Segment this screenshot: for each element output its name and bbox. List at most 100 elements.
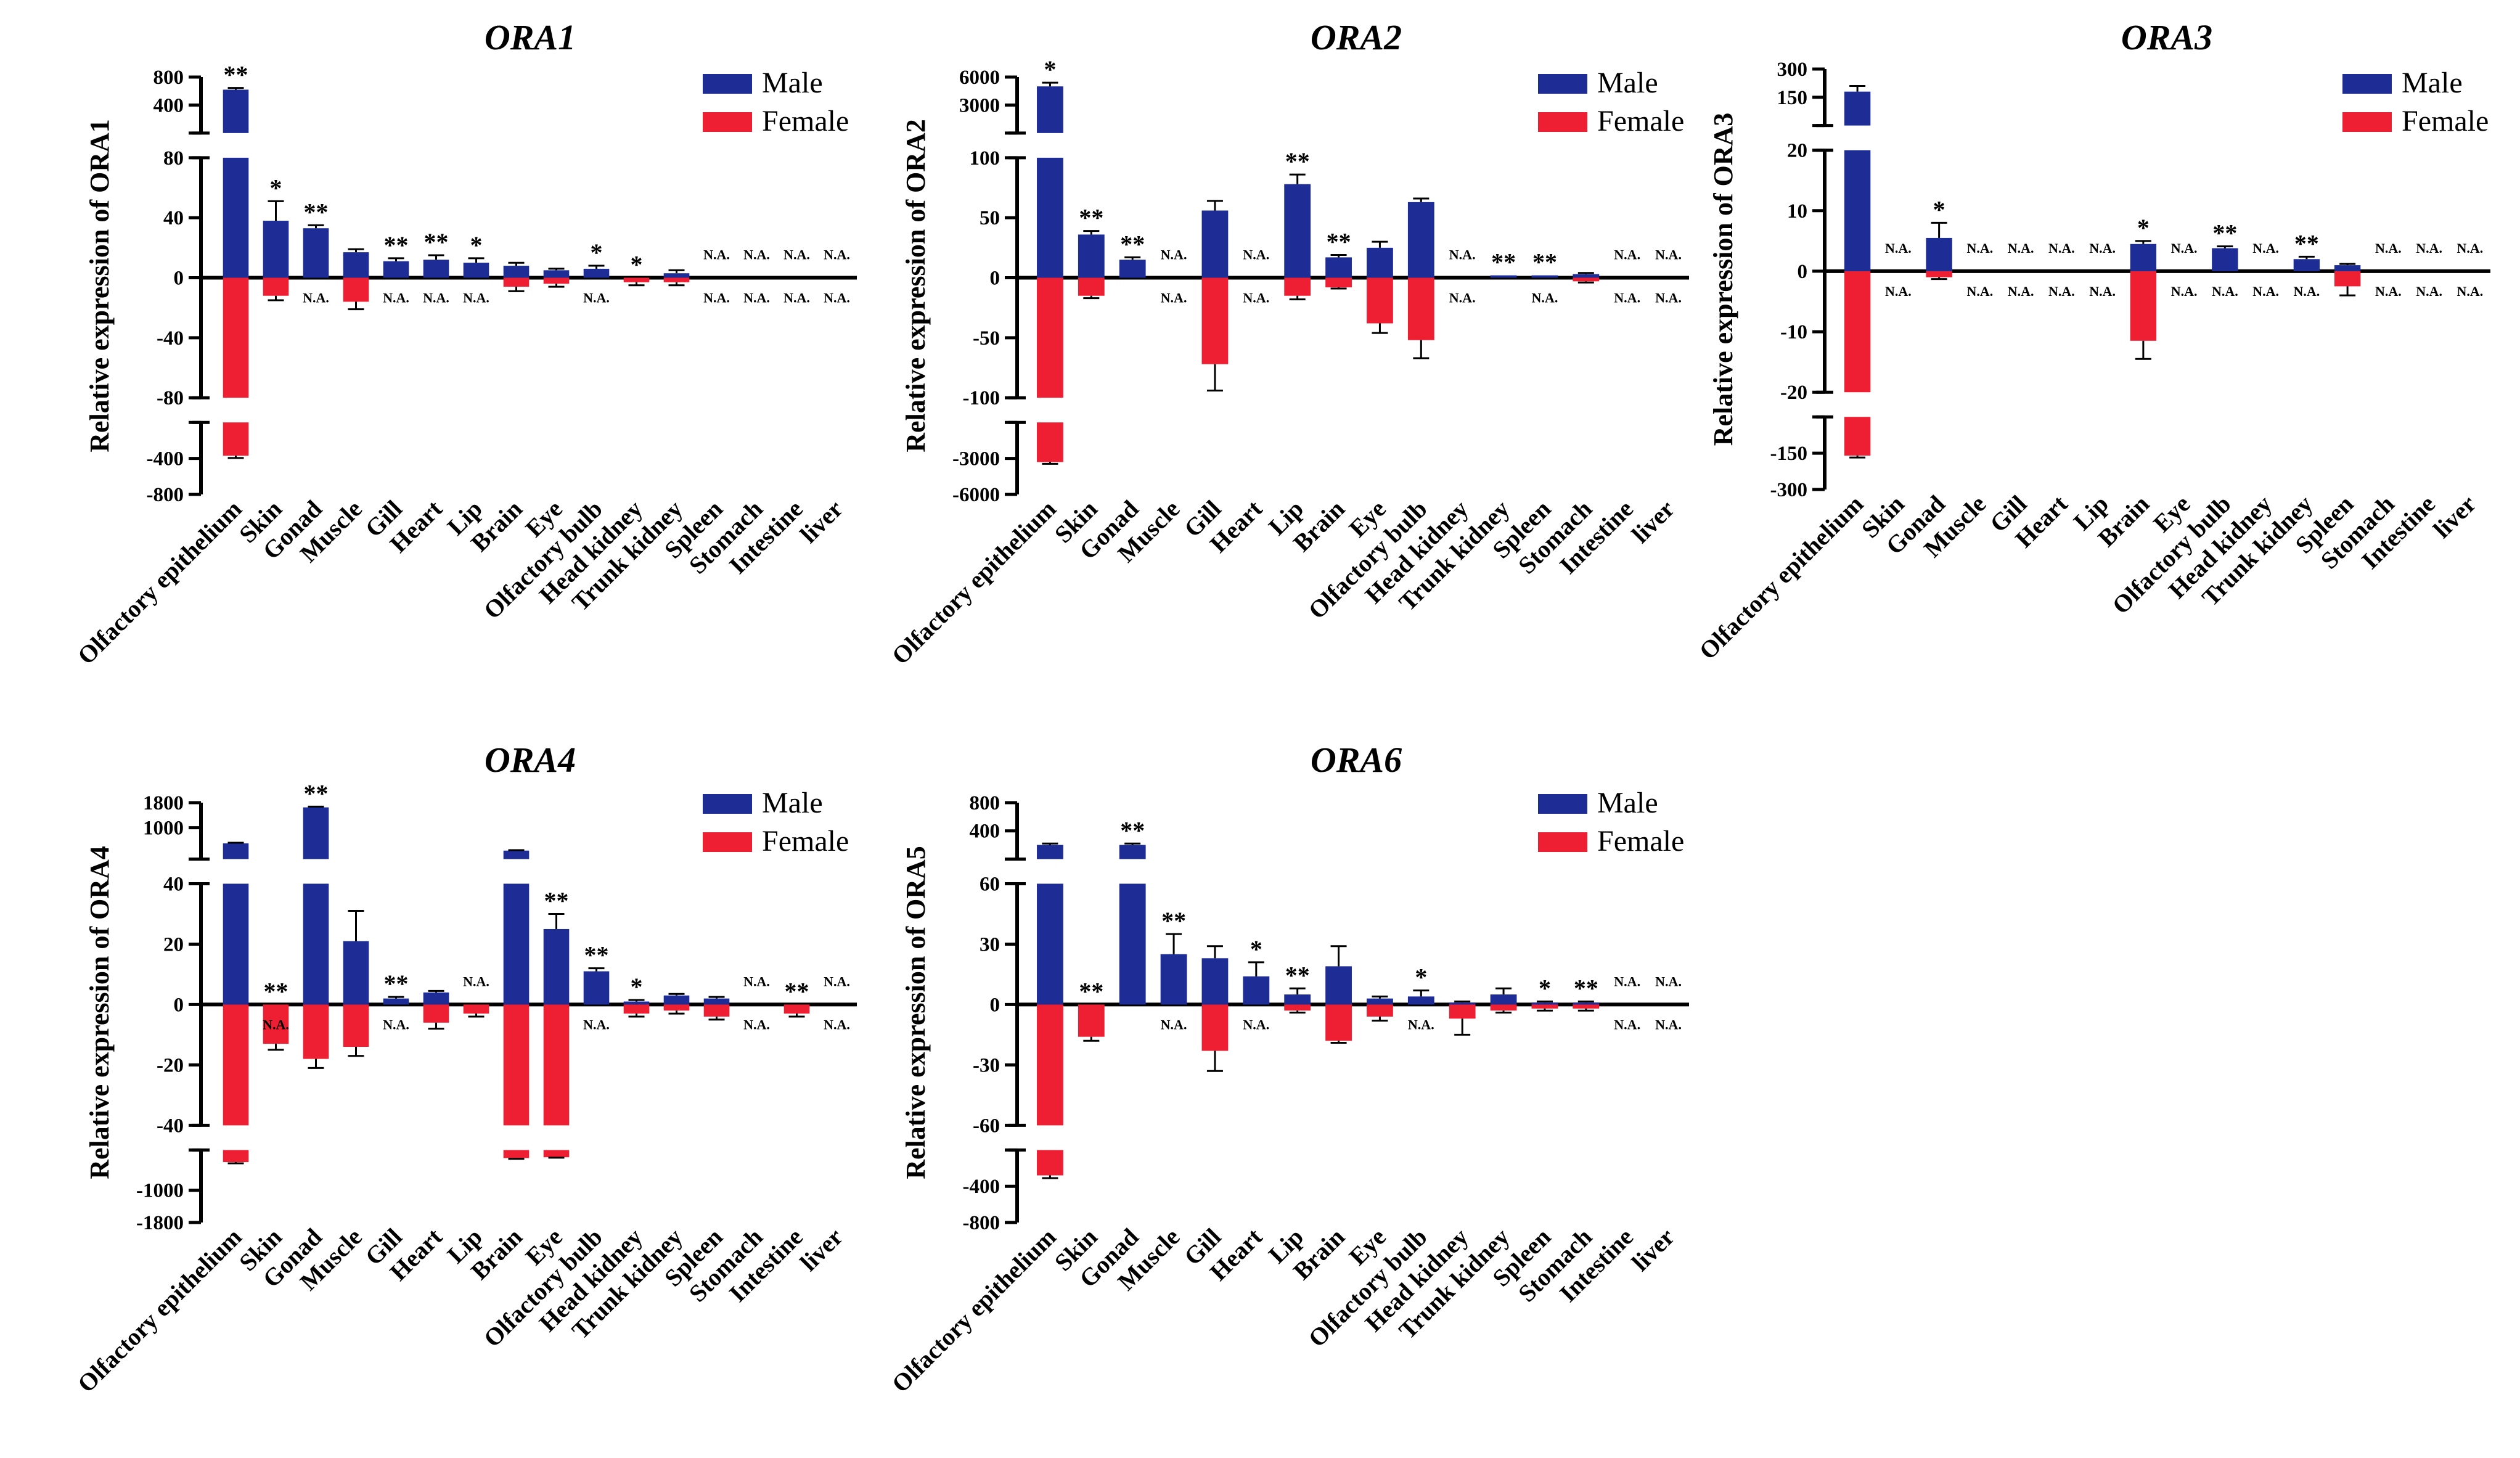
bar-male — [1284, 994, 1311, 1005]
significance-marker: * — [470, 231, 483, 259]
bar-female — [1037, 1150, 1063, 1176]
bar-female — [423, 1004, 449, 1023]
bar-male — [1119, 260, 1146, 278]
bar-female — [303, 1004, 329, 1059]
bar-male — [503, 883, 530, 1005]
y-tick-label: -400 — [963, 1176, 1000, 1198]
bar-male — [1243, 976, 1270, 1005]
y-tick-label: 3000 — [959, 94, 1000, 117]
bar-male — [503, 850, 530, 859]
bar-male — [303, 883, 329, 1005]
bar-male — [703, 998, 730, 1005]
bar-male — [383, 998, 409, 1005]
chart-title: ORA2 — [1311, 17, 1402, 57]
significance-marker: * — [591, 239, 603, 266]
bar-female — [783, 1004, 810, 1014]
y-tick-label: -40 — [157, 327, 184, 350]
bar-female — [1844, 271, 1871, 393]
y-tick-label: 150 — [1777, 87, 1808, 109]
significance-marker: * — [631, 251, 643, 279]
significance-marker: ** — [2212, 219, 2237, 247]
bar-female — [663, 1004, 690, 1011]
significance-marker: ** — [1532, 248, 1557, 276]
na-label: N.A. — [1614, 1017, 1640, 1032]
x-tick-label: liver — [1626, 1223, 1680, 1277]
na-label: N.A. — [2252, 284, 2279, 299]
y-tick-label: -800 — [963, 1212, 1000, 1234]
bar-female — [2334, 271, 2361, 287]
chart-title: ORA4 — [485, 740, 576, 780]
y-tick-label: -30 — [973, 1054, 1000, 1076]
bar-female — [1284, 1004, 1311, 1011]
bar-female — [663, 277, 690, 282]
bar-male — [543, 928, 570, 1005]
y-tick-label: -3000 — [952, 448, 1000, 470]
bar-female — [543, 1004, 570, 1126]
chart-title: ORA3 — [2121, 17, 2212, 57]
significance-marker: ** — [1285, 147, 1310, 175]
legend-swatch-male — [703, 794, 752, 814]
bar-male — [423, 260, 449, 278]
bar-male — [2130, 244, 2157, 271]
y-tick-label: 10 — [1787, 200, 1807, 223]
na-label: N.A. — [423, 290, 449, 306]
na-label: N.A. — [1161, 290, 1187, 306]
bar-female — [1844, 417, 1871, 456]
significance-marker: ** — [1120, 230, 1145, 258]
bar-male — [1531, 275, 1558, 278]
na-label: N.A. — [1614, 247, 1640, 263]
bar-male — [1926, 237, 1952, 271]
bar-female — [343, 1004, 369, 1047]
y-tick-label: 800 — [970, 792, 1000, 814]
bar-female — [223, 422, 249, 456]
bar-female — [223, 1004, 249, 1126]
significance-marker: * — [1539, 975, 1551, 1002]
bar-male — [1573, 1002, 1600, 1005]
legend-label-female: Female — [2402, 105, 2489, 137]
y-axis-label: Relative expression of ORA5 — [901, 846, 931, 1179]
na-label: N.A. — [1966, 240, 1993, 256]
bar-male — [383, 261, 409, 278]
bar-male — [463, 263, 489, 278]
bar-male — [1119, 883, 1146, 1005]
bar-male — [1037, 157, 1063, 278]
bar-female — [1490, 1004, 1517, 1011]
na-label: N.A. — [383, 290, 409, 306]
bar-female — [1201, 1004, 1229, 1051]
bar-female — [223, 1150, 249, 1163]
bar-female — [543, 1150, 570, 1158]
bar-female — [1367, 277, 1393, 324]
na-label: N.A. — [2416, 284, 2442, 299]
y-axis-label: Relative expression of ORA1 — [84, 119, 115, 453]
y-tick-label: 80 — [163, 147, 184, 170]
na-label: N.A. — [1655, 973, 1682, 989]
chart-title: ORA6 — [1311, 740, 1402, 780]
bar-female — [463, 1004, 489, 1014]
bar-male — [1119, 845, 1146, 859]
x-tick-label: Olfactory epithelium — [886, 1223, 1062, 1398]
y-tick-label: 60 — [980, 873, 1000, 895]
y-tick-label: 0 — [990, 268, 1000, 290]
bar-male — [223, 843, 249, 859]
significance-marker: ** — [584, 941, 609, 969]
bar-male — [223, 883, 249, 1005]
na-label: N.A. — [2089, 284, 2116, 299]
na-label: N.A. — [2375, 240, 2402, 256]
bar-male — [1284, 184, 1311, 278]
y-tick-label: -800 — [147, 484, 184, 506]
significance-marker: * — [2137, 214, 2150, 242]
bar-female — [1037, 277, 1063, 398]
na-label: N.A. — [1614, 973, 1640, 989]
legend-swatch-male — [1538, 74, 1587, 94]
bar-male — [1160, 954, 1187, 1005]
significance-marker: ** — [1120, 816, 1145, 844]
y-tick-label: 0 — [174, 994, 184, 1016]
y-tick-label: -1000 — [136, 1180, 184, 1202]
na-label: N.A. — [783, 290, 810, 306]
significance-marker: * — [1250, 935, 1262, 963]
bar-female — [2130, 271, 2157, 341]
na-label: N.A. — [2008, 240, 2034, 256]
y-tick-label: -10 — [1780, 321, 1807, 343]
